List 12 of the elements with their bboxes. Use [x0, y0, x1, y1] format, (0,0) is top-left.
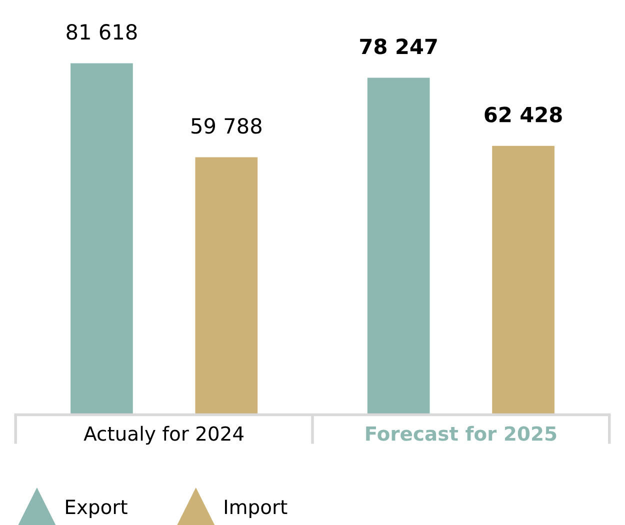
x-tick-label: Actualy for 2024	[84, 426, 244, 445]
legend-label: Import	[225, 500, 288, 518]
data-label: 59 788	[192, 118, 262, 134]
bar	[70, 63, 133, 415]
data-label: 78 247	[360, 38, 437, 54]
bar	[367, 78, 430, 415]
data-label: 81 618	[66, 24, 137, 40]
legend-label: Export	[66, 500, 128, 518]
bar	[195, 157, 258, 415]
data-label: 62 428	[484, 106, 562, 122]
bar	[492, 146, 554, 415]
x-tick-label: Forecast for 2025	[366, 426, 556, 441]
